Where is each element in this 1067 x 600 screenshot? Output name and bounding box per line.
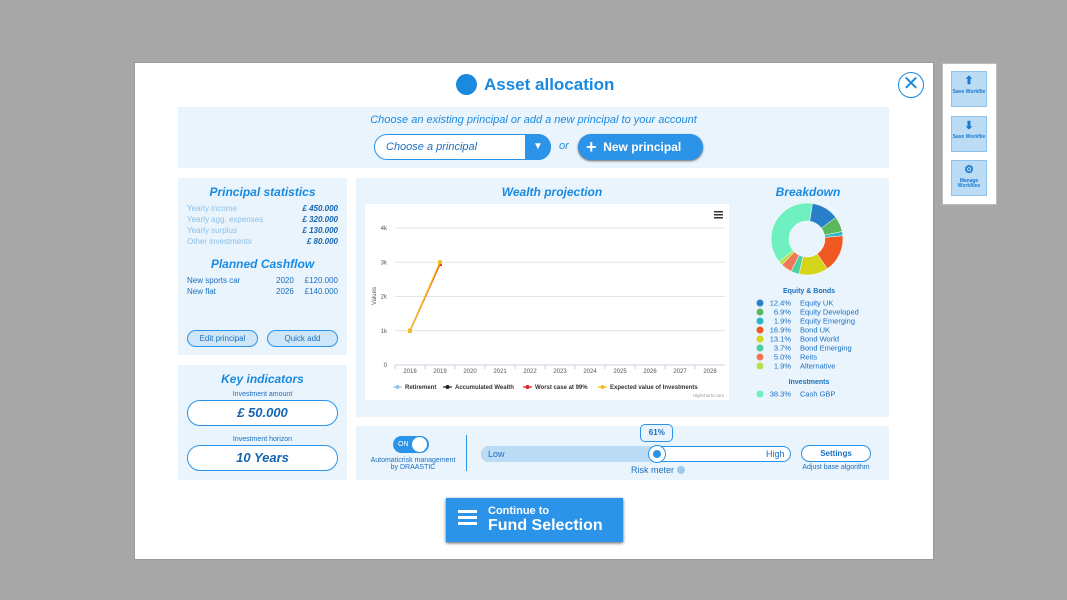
icon [458,510,477,513]
risk-value-label: 61% [640,424,674,442]
new-principal-button[interactable]: + New principal [578,134,703,160]
auto-label: Automaticrisk management by DRAASTIC [370,457,456,471]
stat-value: £ 450.000 [302,204,338,213]
settings-note: Adjust base algorithm [802,464,870,471]
slider-low: Low [488,449,505,459]
meter-text: Risk meter [631,465,675,475]
indicator-label: Investment amount [232,391,293,398]
logo [456,74,477,95]
stat-label: Other investments [187,237,252,246]
panel-title: Wealth projection [501,185,603,199]
cashflow-name: New flat [187,287,216,296]
dropdown-text: Choose a principal [386,141,478,153]
slider-high: High [766,449,785,459]
stat-value: £ 130.000 [302,226,338,235]
prompt: Choose an existing principal or add a ne… [370,114,697,126]
quick-add-button[interactable]: Quick add [267,330,338,347]
button-label: New principal [603,140,682,154]
indicator-value: 10 Years [187,445,338,471]
panel-title: Principal statistics [209,185,316,199]
stat-label: Yearly income [187,204,237,213]
cashflow-name: New sports car [187,276,241,285]
cashflow-amount: £140.000 [304,287,338,296]
continue-button[interactable]: Continue to Fund Selection [446,498,623,542]
edit-button[interactable]: Edit principal [187,330,258,347]
indicator-label: Investment horizon [232,436,293,443]
meter-label: Risk meter [631,465,685,475]
chart-area [365,204,729,400]
indicator-value: £ 50.000 [187,400,338,426]
toggle-knob [412,437,427,452]
stat-value: £ 320.000 [302,215,338,224]
side-label: Save Workfile [952,89,986,95]
panel-title: Breakdown [775,185,841,199]
title: Asset allocation [484,75,615,94]
manage-button[interactable]: ⚙ Manage Workfiles [951,160,987,196]
side-label: Manage Workfiles [957,178,981,189]
close-button[interactable]: ✕ [898,72,924,98]
stat-value: £ 80.000 [306,237,338,246]
continue-line2: Fund Selection [488,517,603,534]
dropdown-arrow[interactable]: ▼ [525,134,551,160]
cashflow-year: 2020 [276,276,294,285]
save-button[interactable]: ⬆ Save Workfile [951,71,987,107]
stats-panel [178,178,347,355]
panel-title: Key indicators [221,372,304,386]
toggle-label: ON [398,441,409,448]
side-label: Save Workfile [952,134,986,140]
stat-label: Yearly agg. expenses [187,215,264,224]
continue-line1: Continue to [488,505,550,517]
stat-label: Yearly surplus [187,226,237,235]
slider-fill [481,446,657,462]
slider-knob[interactable] [648,446,665,462]
cashflow-year: 2026 [276,287,294,296]
panel-title: Planned Cashflow [210,257,315,271]
divider [466,435,467,471]
cashflow-amount: £120.000 [304,276,338,285]
principal-dropdown[interactable]: Choose a principal [374,134,551,160]
save-button[interactable]: ⬇ Save Workfile [951,116,987,152]
settings-button[interactable]: Settings [801,445,871,462]
or-text: or [559,140,569,152]
